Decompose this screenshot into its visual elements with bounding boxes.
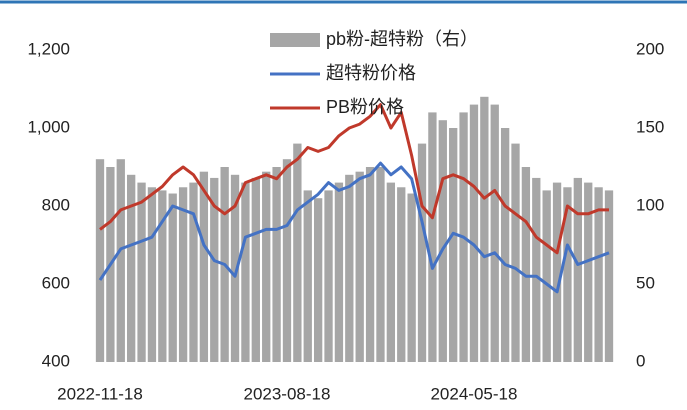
bar [345, 174, 354, 362]
bar [532, 177, 541, 362]
legend-label: 超特粉价格 [326, 63, 416, 83]
bar [469, 104, 479, 362]
bar [365, 167, 375, 362]
bar [282, 159, 292, 362]
bar [376, 167, 385, 362]
bar [604, 190, 614, 362]
bar [313, 198, 323, 362]
y2-tick-label: 0 [636, 351, 645, 370]
legend-swatch [270, 33, 320, 47]
bar [272, 167, 281, 362]
y2-tick-label: 200 [636, 39, 664, 58]
labels: 400 600 800 1,000 1,200 0 50 100 150 200 2022-11-1… [27, 29, 664, 404]
bars [95, 96, 614, 363]
line [99, 103, 609, 255]
x-tick-label: 2024-05-18 [430, 384, 517, 403]
bar [480, 96, 489, 363]
bar [116, 159, 125, 362]
bar [168, 193, 177, 362]
bar [251, 177, 260, 362]
bar [262, 171, 271, 362]
bar [438, 120, 447, 362]
bar [521, 167, 531, 362]
legend-label: pb粉-超特粉（右） [326, 29, 478, 49]
bar [303, 190, 312, 362]
bar [199, 171, 209, 362]
bar [241, 182, 250, 362]
bar [584, 182, 593, 362]
bar [397, 187, 406, 362]
bar [542, 190, 551, 362]
y-tick-label: 400 [42, 351, 70, 370]
bar [334, 182, 344, 362]
bar [293, 143, 302, 362]
bar [324, 190, 333, 362]
bar [573, 177, 582, 362]
y2-tick-label: 50 [636, 273, 655, 292]
y2-tick-label: 100 [636, 195, 664, 214]
bar [449, 128, 458, 362]
bar [386, 182, 396, 362]
bar [417, 143, 427, 362]
bar [594, 187, 603, 362]
legend-label: PB粉价格 [326, 97, 404, 117]
line [98, 161, 610, 294]
bar [158, 190, 167, 362]
bar [355, 171, 364, 362]
bar [137, 182, 146, 362]
y-tick-label: 1,200 [27, 39, 70, 58]
x-tick-label: 2023-08-18 [243, 384, 330, 403]
bar [127, 174, 136, 362]
bar [552, 182, 562, 362]
y2-tick-label: 150 [636, 117, 664, 136]
y-tick-label: 600 [42, 273, 70, 292]
bar [511, 143, 520, 362]
bar [563, 187, 572, 362]
x-tick-label: 2022-11-18 [57, 384, 143, 403]
bar [95, 159, 105, 362]
bar [428, 112, 437, 363]
y-tick-label: 1,000 [27, 117, 70, 136]
bar [178, 187, 188, 362]
bar [189, 182, 198, 362]
bar [407, 193, 416, 362]
bar [147, 187, 157, 362]
y-tick-label: 800 [42, 195, 70, 214]
bar [490, 104, 499, 362]
bar [210, 177, 219, 362]
bar [230, 174, 240, 362]
bar [500, 128, 510, 362]
lines [98, 103, 610, 294]
